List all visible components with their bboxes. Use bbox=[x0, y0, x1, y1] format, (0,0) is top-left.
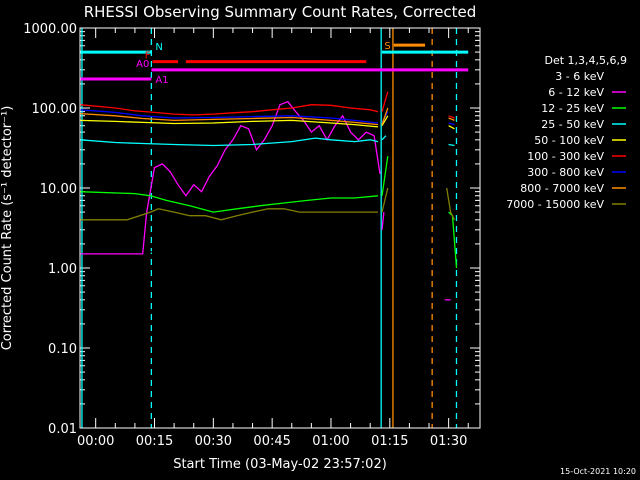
flag-label-s: S bbox=[384, 41, 390, 52]
flag-label-f: F bbox=[145, 51, 151, 62]
series-100-300kev-line bbox=[79, 104, 379, 116]
series-6-12kev-segment bbox=[381, 212, 385, 230]
series-100-300kev-segment bbox=[448, 115, 455, 119]
series-50-100kev-segment bbox=[448, 125, 455, 130]
y-tick-label: 0.10 bbox=[48, 342, 77, 357]
x-tick-label: 01:15 bbox=[371, 434, 408, 449]
y-tick-label: 1000.00 bbox=[23, 22, 77, 37]
footer-timestamp: 15-Oct-2021 10:20 bbox=[560, 467, 636, 476]
series-25-50kev-segment bbox=[381, 135, 387, 141]
legend-label: 3 - 6 keV bbox=[555, 70, 604, 83]
x-tick-label: 00:30 bbox=[195, 434, 232, 449]
y-tick-label: 1.00 bbox=[48, 262, 77, 277]
series-12-25kev-segment bbox=[381, 156, 389, 196]
flag-label-a1: A1 bbox=[155, 75, 168, 86]
legend: Det 1,3,4,5,6,9 3 - 6 keV 6 - 12 keV 12 - … bbox=[506, 54, 627, 211]
y-axis-label: Corrected Count Rate (s⁻¹ detector⁻¹) bbox=[0, 106, 15, 351]
series-7000-15000kev-segment bbox=[381, 187, 389, 213]
plot-frame bbox=[79, 27, 481, 429]
series-100-300kev-segment bbox=[381, 91, 389, 112]
legend-label: 800 - 7000 keV bbox=[520, 182, 604, 195]
y-tick-label: 100.00 bbox=[32, 102, 78, 117]
series-6-12kev-line bbox=[80, 100, 381, 255]
legend-label: 100 - 300 keV bbox=[527, 150, 604, 163]
series-7000-15000kev-segment bbox=[446, 187, 456, 221]
series-50-100kev-segment bbox=[381, 115, 389, 127]
y-tick-label: 10.00 bbox=[40, 182, 77, 197]
x-tick-label: 00:00 bbox=[77, 434, 114, 449]
legend-label: 25 - 50 keV bbox=[541, 118, 604, 131]
legend-label: 7000 - 15000 keV bbox=[506, 198, 604, 211]
x-axis-label: Start Time (03-May-02 23:57:02) bbox=[173, 457, 387, 472]
series-300-800kev-segment bbox=[448, 122, 455, 126]
series-800-7000kev-line bbox=[79, 112, 379, 126]
flag-label-n: N bbox=[155, 42, 162, 53]
x-tick-label: 00:15 bbox=[136, 434, 173, 449]
series-800-7000kev-segment bbox=[448, 117, 455, 122]
axis-ticks: 0.01 0.10 1.00 10.00 100.00 1000.00 00:00 00:15… bbox=[23, 22, 480, 449]
chart-title: RHESSI Observing Summary Count Rates, Co… bbox=[84, 3, 477, 21]
y-tick-label: 0.01 bbox=[48, 422, 77, 437]
x-tick-label: 00:45 bbox=[253, 434, 290, 449]
series-7000-15000kev-line bbox=[80, 208, 378, 221]
series-800-7000kev-segment bbox=[381, 107, 389, 125]
series-12-25kev-segment bbox=[448, 211, 458, 269]
series-25-50kev-segment bbox=[448, 143, 455, 147]
series-50-100kev-line bbox=[79, 119, 379, 128]
x-tick-label: 01:30 bbox=[430, 434, 467, 449]
legend-title: Det 1,3,4,5,6,9 bbox=[544, 54, 627, 67]
series-3-6kev-segment bbox=[383, 267, 389, 334]
legend-label: 12 - 25 keV bbox=[541, 102, 604, 115]
series-300-800kev-line bbox=[79, 109, 379, 124]
legend-label: 300 - 800 keV bbox=[527, 166, 604, 179]
series-3-6kev-line bbox=[142, 163, 379, 255]
series-12-25kev-line bbox=[79, 191, 379, 213]
legend-label: 6 - 12 keV bbox=[548, 86, 604, 99]
flag-label-a0: A0 bbox=[136, 59, 149, 70]
series-25-50kev-line bbox=[79, 137, 379, 147]
x-tick-label: 01:00 bbox=[312, 434, 349, 449]
legend-label: 50 - 100 keV bbox=[534, 134, 604, 147]
